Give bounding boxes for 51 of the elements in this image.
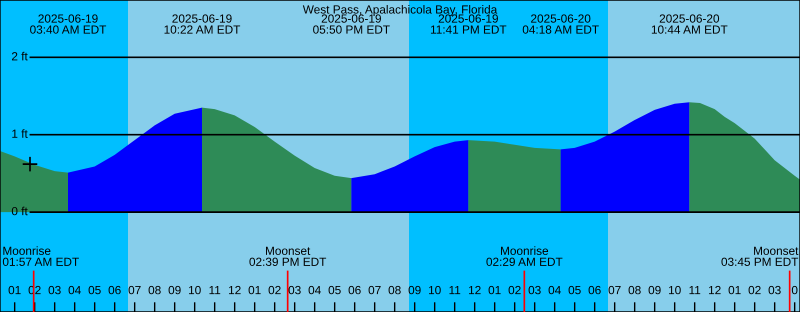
x-tick-label: 04 [548, 286, 561, 294]
x-tick-label: 01 [8, 286, 21, 294]
x-tick-label: 05 [568, 286, 581, 294]
x-tick-label: 0 [792, 286, 798, 294]
x-tick-label: 02 [268, 286, 281, 294]
x-tick-label: 03 [288, 286, 301, 294]
x-tick-label: 10 [189, 286, 201, 294]
x-tick-label: 01 [728, 286, 741, 294]
annotation: 2025-06-20 10:44 AM EDT [652, 14, 728, 34]
x-tick-label: 08 [628, 286, 641, 294]
x-tick-label: 02 [508, 286, 521, 294]
annotation: 2025-06-19 05:50 PM EDT [313, 14, 390, 34]
ref-line-label: Moonset 03:45 PM EDT [721, 246, 798, 266]
x-tick-label: 01 [488, 286, 501, 294]
x-tick-label: 02 [748, 286, 761, 294]
x-tick-label: 09 [648, 286, 661, 294]
x-tick-label: 06 [348, 286, 361, 294]
x-tick-label: 11 [209, 286, 220, 294]
annotation: 2025-06-20 04:18 AM EDT [522, 14, 599, 34]
x-tick-label: 01 [248, 286, 261, 294]
x-tick-label: 03 [48, 286, 61, 294]
x-tick-label: 06 [588, 286, 601, 294]
ref-line-label: Moonrise 02:29 AM EDT [486, 246, 562, 266]
x-tick-label: 08 [388, 286, 401, 294]
x-tick-label: 11 [689, 286, 700, 294]
annotation: 2025-06-19 10:22 AM EDT [164, 14, 240, 34]
x-tick-label: 10 [429, 286, 441, 294]
x-tick-label: 03 [528, 286, 541, 294]
ref-line-label: Moonset 02:39 PM EDT [249, 246, 326, 266]
x-tick-label: 09 [408, 286, 421, 294]
annotation: 2025-06-19 03:40 AM EDT [30, 14, 106, 34]
x-tick-label: 12 [229, 286, 241, 294]
x-tick-label: 07 [368, 286, 381, 294]
x-tick-label: 05 [328, 286, 341, 294]
x-tick-label: 11 [449, 286, 460, 294]
x-tick-label: 07 [128, 286, 141, 294]
x-tick-label: 07 [608, 286, 621, 294]
x-tick-label: 04 [308, 286, 321, 294]
x-tick-label: 12 [709, 286, 721, 294]
x-tick-label: 09 [168, 286, 181, 294]
y-tick-label: 1 ft [12, 129, 28, 138]
x-tick-label: 10 [669, 286, 681, 294]
x-tick-label: 06 [108, 286, 121, 294]
y-tick-label: 2 ft [12, 52, 28, 60]
annotation: 2025-06-19 11:41 PM EDT [430, 14, 506, 34]
x-tick-label: 12 [469, 286, 481, 294]
x-tick-label: 04 [68, 286, 81, 294]
x-tick-label: 08 [148, 286, 161, 294]
x-tick-label: 05 [88, 286, 101, 294]
x-tick-label: 03 [768, 286, 781, 294]
ref-line-label: Moonrise 01:57 AM EDT [2, 246, 79, 266]
